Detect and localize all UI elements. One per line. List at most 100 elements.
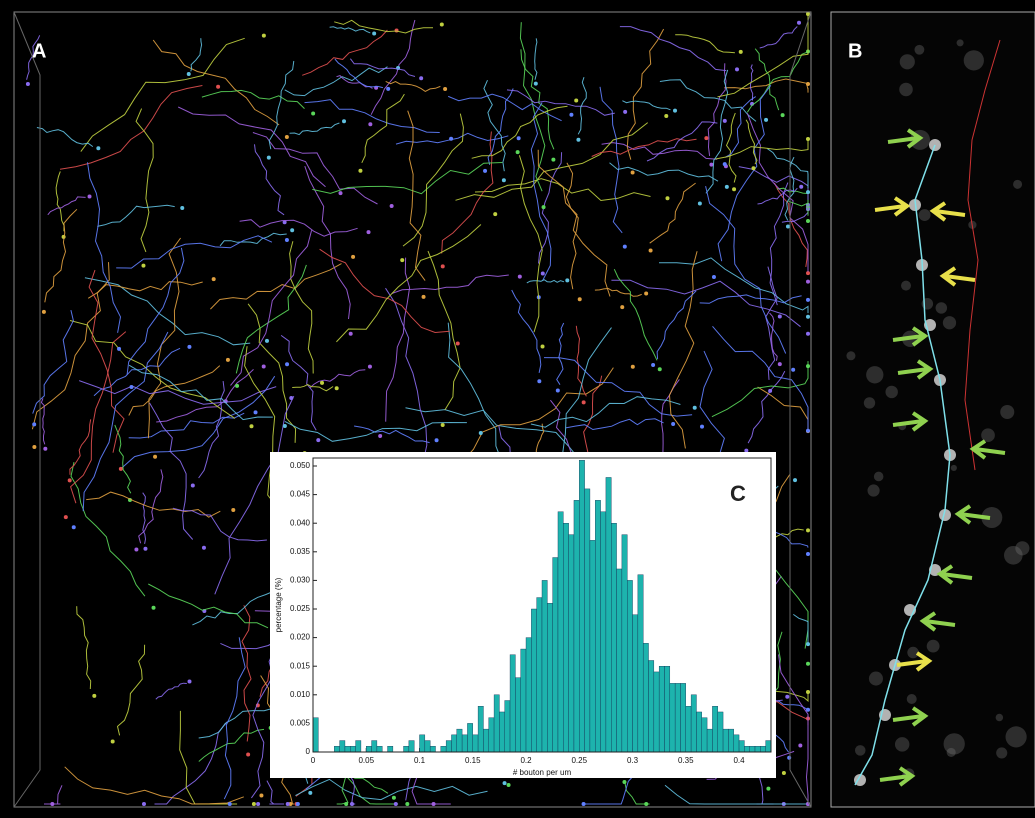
trace-end bbox=[806, 642, 810, 646]
blob bbox=[864, 397, 875, 408]
bar bbox=[483, 729, 488, 752]
trace-end bbox=[143, 547, 147, 551]
trace-end bbox=[517, 136, 521, 140]
trace-end bbox=[26, 82, 30, 86]
trace-end bbox=[285, 135, 289, 139]
bar bbox=[451, 735, 456, 752]
trace-end bbox=[320, 381, 324, 385]
trace-end bbox=[290, 228, 294, 232]
trace-end bbox=[534, 82, 538, 86]
blob bbox=[947, 748, 956, 757]
trace-end bbox=[64, 515, 68, 519]
blob bbox=[914, 45, 924, 55]
bar bbox=[744, 746, 749, 752]
trace-end bbox=[349, 332, 353, 336]
trace-end bbox=[42, 310, 46, 314]
trace-end bbox=[806, 364, 810, 368]
bar bbox=[734, 735, 739, 752]
bar bbox=[606, 477, 611, 752]
blob bbox=[866, 366, 883, 383]
bar bbox=[601, 512, 606, 752]
trace-end bbox=[739, 50, 743, 54]
trace-end bbox=[644, 802, 648, 806]
trace-end bbox=[576, 138, 580, 142]
trace-end bbox=[419, 76, 423, 80]
trace-end bbox=[725, 185, 729, 189]
bar bbox=[537, 598, 542, 752]
trace-end bbox=[111, 740, 115, 744]
trace-end bbox=[507, 783, 511, 787]
trace-end bbox=[435, 438, 439, 442]
bar bbox=[739, 741, 744, 752]
bar bbox=[766, 741, 771, 752]
y-axis-label: percentage (%) bbox=[274, 577, 283, 632]
trace-end bbox=[142, 802, 146, 806]
bar bbox=[702, 718, 707, 752]
trace-end bbox=[664, 114, 668, 118]
trace-end bbox=[806, 280, 810, 284]
trace-end bbox=[285, 238, 289, 242]
trace-end bbox=[806, 528, 810, 532]
trace-end bbox=[285, 362, 289, 366]
blob bbox=[846, 351, 855, 360]
blob bbox=[996, 714, 1003, 721]
trace-end bbox=[226, 358, 230, 362]
bar bbox=[526, 638, 531, 752]
chart-title: C bbox=[730, 481, 746, 506]
page: A B 00.0050.0100.0150.0200.0250.0300.035… bbox=[0, 0, 1035, 818]
bar bbox=[675, 683, 680, 752]
trace-end bbox=[541, 271, 545, 275]
trace-end bbox=[723, 119, 727, 123]
trace-end bbox=[259, 794, 263, 798]
trace-end bbox=[235, 384, 239, 388]
bar bbox=[611, 523, 616, 752]
trace-end bbox=[806, 708, 810, 712]
trace-end bbox=[262, 34, 266, 38]
trace-end bbox=[339, 191, 343, 195]
trace-end bbox=[342, 119, 346, 123]
trace-end bbox=[806, 82, 810, 86]
trace-end bbox=[565, 278, 569, 282]
blob bbox=[1006, 726, 1027, 747]
trace-end bbox=[797, 21, 801, 25]
bar bbox=[718, 712, 723, 752]
bar bbox=[686, 706, 691, 752]
trace-end bbox=[631, 365, 635, 369]
trace-end bbox=[799, 185, 803, 189]
bar bbox=[547, 603, 552, 752]
trace-end bbox=[493, 212, 497, 216]
trace-end bbox=[764, 118, 768, 122]
trace-end bbox=[516, 150, 520, 154]
trace-end bbox=[254, 410, 258, 414]
trace-end bbox=[806, 298, 810, 302]
trace-end bbox=[582, 400, 586, 404]
blob bbox=[1015, 541, 1029, 555]
figure: A B 00.0050.0100.0150.0200.0250.0300.035… bbox=[0, 0, 1035, 818]
bar bbox=[590, 540, 595, 752]
y-tick-label: 0.015 bbox=[290, 661, 311, 670]
y-tick-label: 0.040 bbox=[290, 518, 311, 527]
trace-end bbox=[806, 190, 810, 194]
trace-end bbox=[187, 679, 191, 683]
blob bbox=[885, 386, 897, 398]
y-tick-label: 0 bbox=[306, 747, 311, 756]
trace-end bbox=[88, 195, 92, 199]
x-tick-label: 0.4 bbox=[733, 756, 745, 765]
trace-end bbox=[744, 449, 748, 453]
blob bbox=[907, 694, 917, 704]
x-tick-label: 0.1 bbox=[414, 756, 426, 765]
bar bbox=[670, 683, 675, 752]
bar bbox=[649, 660, 654, 752]
trace-end bbox=[644, 292, 648, 296]
trace-end bbox=[649, 248, 653, 252]
trace-end bbox=[793, 478, 797, 482]
bar bbox=[574, 500, 579, 752]
trace-end bbox=[698, 201, 702, 205]
bar bbox=[473, 735, 478, 752]
bar bbox=[372, 741, 377, 752]
bar bbox=[313, 718, 318, 752]
trace-end bbox=[32, 422, 36, 426]
trace-end bbox=[551, 158, 555, 162]
bar bbox=[441, 746, 446, 752]
trace-end bbox=[704, 136, 708, 140]
